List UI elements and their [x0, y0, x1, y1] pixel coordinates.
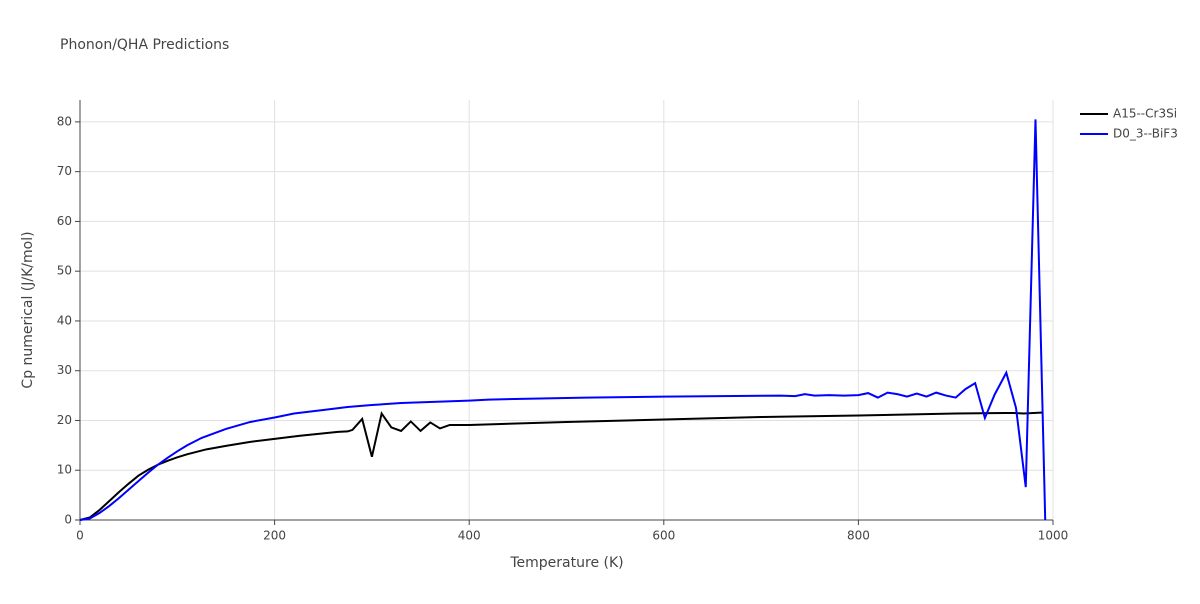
- y-tick-label: 80: [57, 114, 72, 128]
- y-tick-label: 70: [57, 164, 72, 178]
- y-tick-label: 20: [57, 413, 72, 427]
- legend-label: D0_3--BiF3: [1113, 127, 1178, 141]
- y-tick-label: 10: [57, 463, 72, 477]
- x-tick-label: 800: [847, 529, 870, 543]
- series-line: [79, 119, 1047, 521]
- x-tick-label: 0: [76, 529, 84, 543]
- y-tick-label: 0: [64, 513, 72, 527]
- x-tick-label: 400: [458, 529, 481, 543]
- series-line: [79, 411, 1044, 521]
- chart-title: Phonon/QHA Predictions: [60, 37, 229, 53]
- y-tick-label: 40: [57, 313, 72, 327]
- x-tick-label: 600: [652, 529, 675, 543]
- x-axis-title: Temperature (K): [509, 555, 623, 571]
- x-tick-label: 200: [263, 529, 286, 543]
- y-tick-label: 30: [57, 363, 72, 377]
- y-tick-label: 50: [57, 264, 72, 278]
- y-axis-title: Cp numerical (J/K/mol): [20, 231, 36, 388]
- legend-label: A15--Cr3Si: [1113, 107, 1177, 121]
- y-tick-label: 60: [57, 214, 72, 228]
- x-tick-label: 1000: [1038, 529, 1069, 543]
